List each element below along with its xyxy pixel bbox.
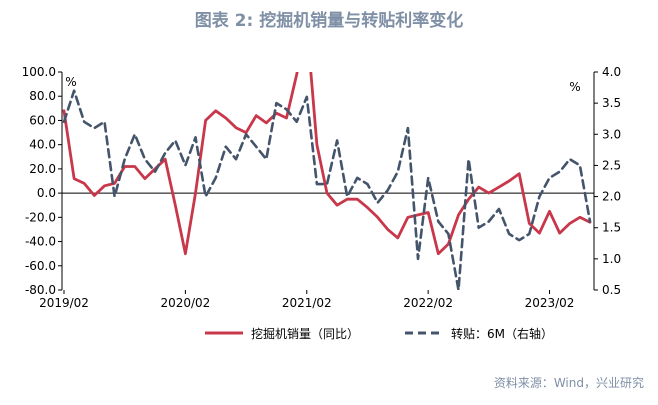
series-lines bbox=[62, 72, 592, 290]
x-tick-label: 2020/02 bbox=[160, 296, 210, 310]
left-tick-label: -20.0 bbox=[25, 210, 56, 224]
chart-title: 图表 2: 挖掘机销量与转贴利率变化 bbox=[194, 11, 464, 31]
left-tick-label: 0.0 bbox=[37, 186, 56, 200]
left-tick-label: 40.0 bbox=[29, 138, 56, 152]
left-tick-label: -60.0 bbox=[25, 259, 56, 273]
legend-discount-rate-label: 转贴：6M（右轴） bbox=[451, 326, 553, 341]
series-line-discount-rate bbox=[62, 89, 592, 290]
x-tick-label: 2023/02 bbox=[525, 296, 575, 310]
series-line-excavator-sales bbox=[62, 72, 592, 256]
x-tick-label: 2021/02 bbox=[282, 296, 332, 310]
right-tick-label: 4.0 bbox=[602, 65, 621, 79]
left-tick-label: 20.0 bbox=[29, 162, 56, 176]
right-tick-label: 2.0 bbox=[602, 190, 621, 204]
x-tick-label: 2019/02 bbox=[39, 296, 89, 310]
right-tick-label: 1.5 bbox=[602, 221, 621, 235]
left-tick-label: 60.0 bbox=[29, 113, 56, 127]
left-tick-label: 100.0 bbox=[22, 65, 56, 79]
source-note: 资料来源：Wind，兴业研究 bbox=[493, 376, 644, 390]
left-tick-label: -80.0 bbox=[25, 283, 56, 297]
legend-excavator-sales-label: 挖掘机销量（同比） bbox=[251, 326, 359, 341]
right-tick-label: 3.5 bbox=[602, 96, 621, 110]
right-tick-label: 0.5 bbox=[602, 283, 621, 297]
right-tick-label: 3.0 bbox=[602, 127, 621, 141]
right-unit-label: % bbox=[569, 80, 580, 94]
axes: 100.0 80.0 60.0 40.0 20.0 0.0 -20.0 -40.0 -60.0 -… bbox=[22, 65, 621, 310]
right-tick-label: 2.5 bbox=[602, 158, 621, 172]
x-tick-label: 2022/02 bbox=[403, 296, 453, 310]
legend: 挖掘机销量（同比） 转贴：6M（右轴） bbox=[205, 326, 553, 341]
right-tick-label: 1.0 bbox=[602, 252, 621, 266]
left-tick-label: -40.0 bbox=[25, 235, 56, 249]
left-tick-label: 80.0 bbox=[29, 89, 56, 103]
left-unit-label: % bbox=[65, 75, 76, 89]
